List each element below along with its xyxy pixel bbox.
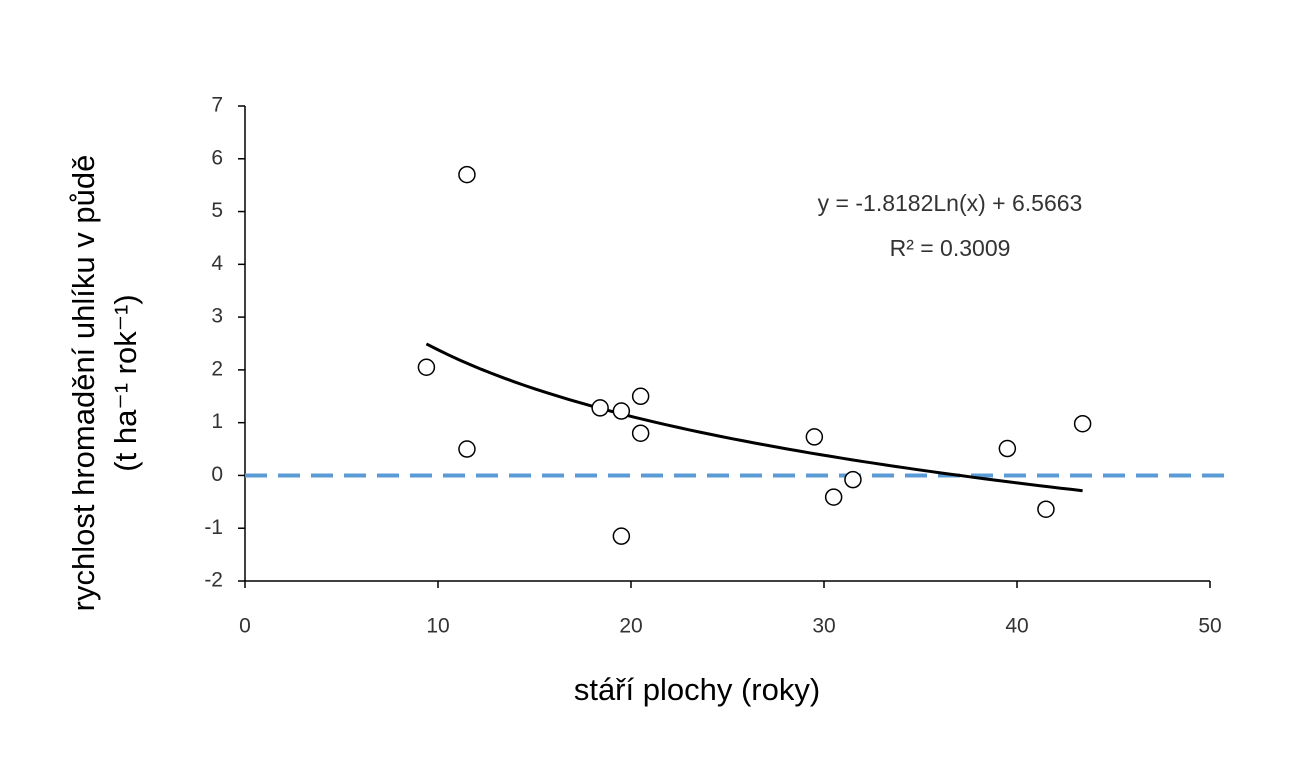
- y-tick-label: -2: [204, 569, 223, 592]
- y-tick-label: 3: [211, 305, 223, 328]
- y-tick-label: 0: [211, 463, 223, 486]
- point: [824, 488, 843, 506]
- r-squared: R² = 0.3009: [890, 235, 1011, 261]
- point: [631, 387, 650, 406]
- x-tick-label: 10: [426, 615, 449, 638]
- x-tick-label: 50: [1198, 615, 1221, 638]
- y-tick-label: 5: [211, 199, 223, 222]
- point: [612, 527, 631, 545]
- y-axis-title: rychlost hromadění uhlíku v půdě: [66, 155, 101, 612]
- y-tick-label: 1: [211, 410, 223, 433]
- x-tick-label: 30: [812, 615, 835, 638]
- point: [591, 399, 609, 417]
- point: [1037, 500, 1055, 518]
- point: [1073, 414, 1092, 433]
- y-axis-title: (t ha⁻¹ rok⁻¹): [108, 294, 143, 471]
- trend-equation: y = -1.8182Ln(x) + 6.5663: [818, 190, 1083, 216]
- point: [458, 165, 476, 184]
- point: [844, 470, 862, 489]
- point: [805, 428, 824, 446]
- trend-line: [425, 342, 1083, 493]
- y-tick-label: 2: [211, 357, 223, 380]
- x-tick-label: 40: [1005, 615, 1028, 638]
- x-axis-title: stáří plochy (roky): [574, 672, 820, 707]
- point: [631, 424, 650, 442]
- point: [998, 439, 1017, 458]
- point: [417, 358, 436, 376]
- point: [612, 402, 631, 420]
- y-tick-label: 7: [211, 94, 223, 117]
- y-tick-label: -1: [204, 516, 223, 539]
- x-tick-label: 0: [239, 615, 251, 638]
- y-tick-label: 6: [211, 146, 223, 169]
- point: [458, 440, 476, 458]
- y-tick-label: 4: [211, 252, 223, 275]
- x-tick-label: 20: [619, 615, 642, 638]
